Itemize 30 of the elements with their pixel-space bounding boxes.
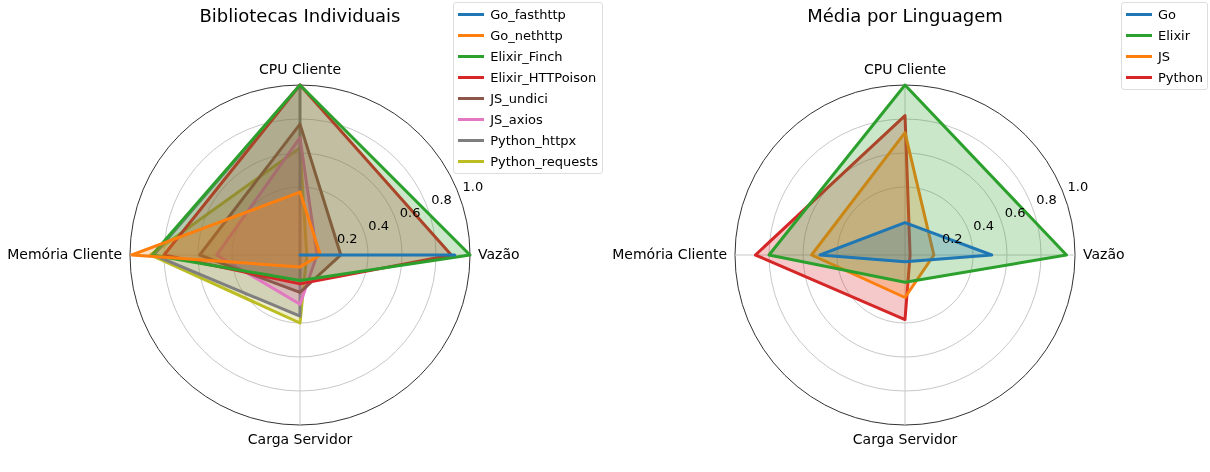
chart-title: Bibliotecas Individuais — [199, 4, 401, 26]
y-tick-label: 1.0 — [462, 179, 484, 195]
legend-label: Go_nethttp — [490, 27, 563, 45]
spoke-label: Vazão — [1083, 245, 1125, 262]
spoke-label: Memória Cliente — [7, 245, 122, 262]
chart-title: Média por Linguagem — [807, 4, 1003, 26]
y-tick-label: 1.0 — [1067, 179, 1089, 195]
y-tick-label: 0.6 — [1004, 205, 1026, 221]
legend-label: Go — [1157, 6, 1176, 24]
legend-label: Go_fasthttp — [490, 6, 566, 24]
legend-label: Python_requests — [490, 153, 598, 171]
legend-label: JS — [1157, 48, 1171, 66]
spoke-label: Memória Cliente — [612, 245, 727, 262]
spoke-label: Carga Servidor — [247, 430, 353, 447]
legend-label: Elixir_Finch — [490, 48, 563, 66]
y-tick-label: 0.8 — [1036, 192, 1057, 208]
spoke-label: Carga Servidor — [852, 430, 958, 447]
legend-label: Python_httpx — [490, 132, 577, 150]
y-tick-label: 0.4 — [368, 218, 390, 234]
legend-label: Elixir — [1157, 27, 1191, 45]
spoke-label: Vazão — [478, 245, 520, 262]
y-tick-label: 0.8 — [431, 192, 452, 208]
legend-label: JS_axios — [490, 111, 543, 129]
legend-label: Elixir_HTTPoison — [490, 69, 597, 87]
spoke-label: CPU Cliente — [258, 60, 342, 77]
legend-label: JS_undici — [490, 90, 548, 108]
legend-label: Python — [1157, 69, 1203, 87]
y-tick-label: 0.4 — [973, 218, 995, 234]
y-tick-label: 0.2 — [336, 231, 358, 247]
spoke-label: CPU Cliente — [863, 60, 947, 77]
